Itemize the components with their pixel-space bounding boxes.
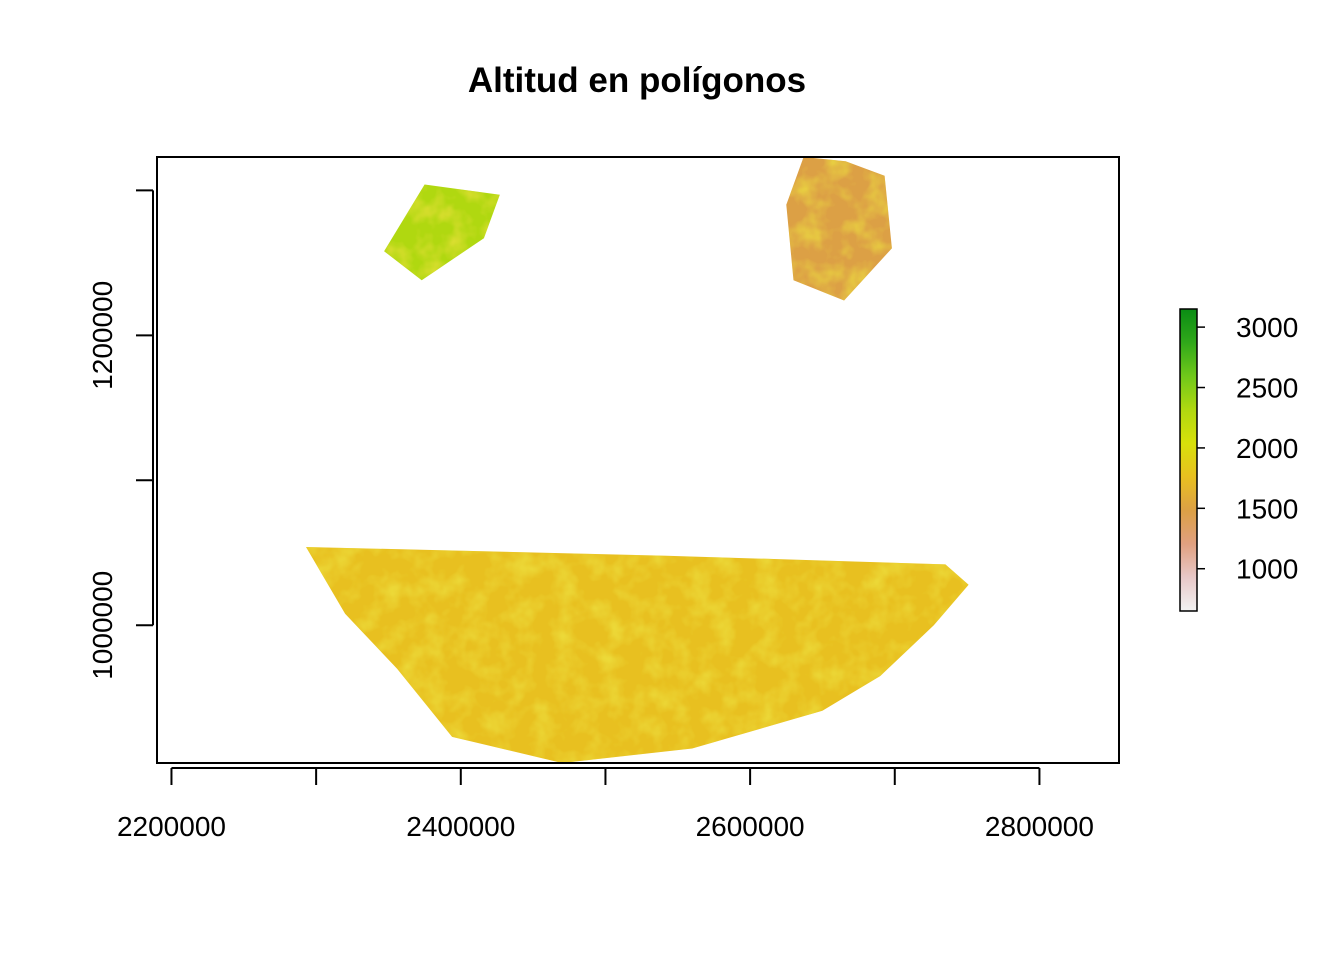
- x-axis: 2200000 2400000 2600000 2800000: [117, 767, 1094, 842]
- elevation-texture: [306, 547, 969, 763]
- legend-tick-label: 1500: [1236, 493, 1298, 524]
- y-tick-label: 1000000: [87, 571, 118, 680]
- y-tick-label: 1200000: [87, 281, 118, 390]
- elevation-legend: 1000 1500 2000 2500 3000: [1179, 308, 1298, 612]
- x-tick-label: 2400000: [406, 811, 515, 842]
- y-axis: 1000000 1200000: [87, 189, 154, 680]
- legend-tick-label: 1000: [1236, 554, 1298, 585]
- elevation-texture: [384, 184, 500, 281]
- x-tick-label: 2800000: [985, 811, 1094, 842]
- elevation-texture: [786, 157, 892, 301]
- legend-tick-label: 2000: [1236, 433, 1298, 464]
- map-title: Altitud en polígonos: [468, 61, 806, 100]
- legend-tick-label: 3000: [1236, 312, 1298, 343]
- plot-frame: [156, 156, 1120, 764]
- legend-colorbar: [1179, 308, 1198, 612]
- x-tick-label: 2200000: [117, 811, 226, 842]
- elevation-polygons: [306, 157, 969, 763]
- legend-tick-label: 2500: [1236, 373, 1298, 404]
- x-tick-label: 2600000: [696, 811, 805, 842]
